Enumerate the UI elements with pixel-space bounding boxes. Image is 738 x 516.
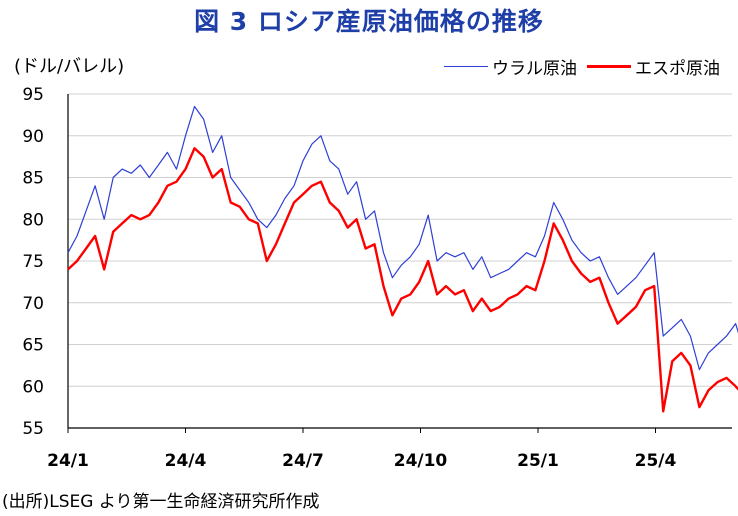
legend-swatch-urals	[444, 66, 488, 67]
x-tick-label: 24/4	[165, 451, 207, 471]
y-tick-label: 90	[22, 127, 44, 147]
x-tick-label: 24/1	[47, 451, 89, 471]
x-tick-label: 24/10	[394, 451, 448, 471]
x-tick-label: 25/4	[635, 451, 677, 471]
axes	[67, 94, 732, 433]
y-tick-label: 75	[22, 252, 44, 272]
x-tick-label: 25/1	[517, 451, 559, 471]
gridlines	[68, 93, 732, 387]
legend-label-urals: ウラル原油	[492, 59, 577, 79]
legend-item-urals: ウラル原油	[444, 54, 577, 79]
y-tick-label: 70	[22, 294, 44, 314]
series-lines	[67, 105, 738, 413]
source-note: (出所)LSEG より第一生命経済研究所作成	[2, 492, 320, 512]
chart-title: 図 3 ロシア産原油価格の推移	[194, 7, 544, 36]
x-tick-labels: 24/1 24/4 24/7 24/10 25/1 25/4	[47, 451, 676, 471]
y-tick-labels: 55 60 65 70 75 80 85 90 95	[22, 85, 44, 439]
y-tick-label: 60	[22, 377, 44, 397]
y-tick-label: 55	[22, 419, 44, 439]
series-line-espo	[67, 147, 738, 413]
y-tick-label: 65	[22, 336, 44, 356]
x-tick-label: 24/7	[282, 451, 324, 471]
y-tick-label: 80	[22, 210, 44, 230]
y-tick-label: 85	[22, 169, 44, 189]
legend: ウラル原油 エスポ原油	[444, 54, 720, 79]
legend-item-espo: エスポ原油	[587, 54, 720, 79]
series-line-urals	[67, 105, 738, 371]
y-axis-unit-label: (ドル/バレル)	[14, 56, 125, 77]
legend-label-espo: エスポ原油	[635, 59, 720, 79]
legend-swatch-espo	[587, 65, 631, 68]
y-tick-label: 95	[22, 85, 44, 105]
